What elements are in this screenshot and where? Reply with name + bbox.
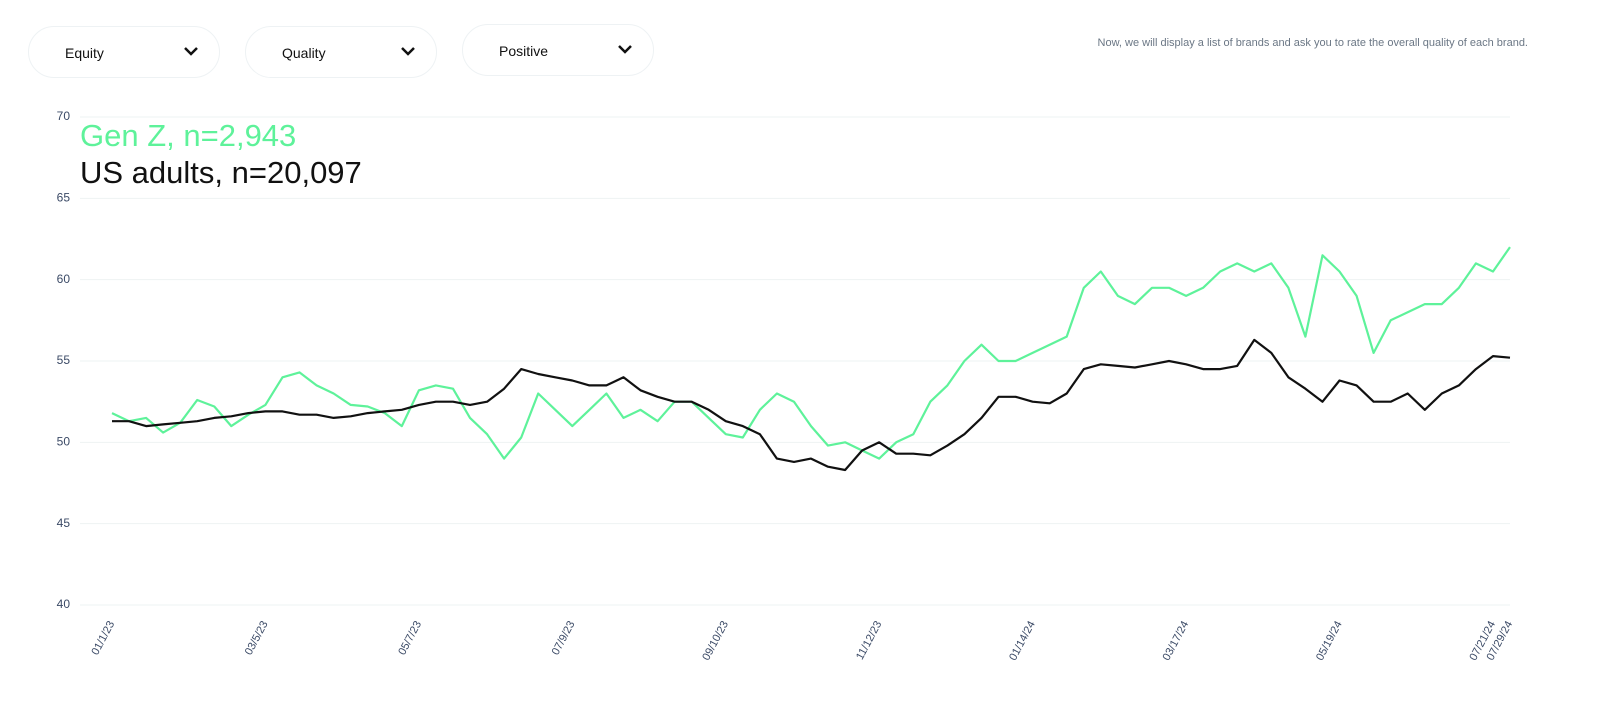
y-tick-label: 45: [57, 516, 71, 530]
line: [111, 246, 1511, 460]
y-tick-label: 50: [57, 435, 71, 449]
chevron: [401, 47, 415, 56]
x-tick-label: 07/9/23: [550, 619, 578, 657]
x-tick-label: 05/19/24: [1314, 619, 1345, 662]
dropdown-label: Positive: [499, 43, 549, 59]
x-tick-label: 01/14/24: [1007, 619, 1038, 662]
dropdown-label: Quality: [282, 45, 326, 61]
y-tick-label: 60: [57, 272, 71, 286]
x-tick-label: 11/12/23: [854, 619, 884, 662]
note: Now, we will display a list of brands an…: [1097, 37, 1528, 49]
chevron: [618, 45, 632, 54]
dropdown[interactable]: Positive: [462, 24, 654, 76]
y-tick-label: 55: [57, 353, 71, 367]
chevron: [184, 47, 198, 56]
x-tick-label: 05/7/23: [396, 619, 424, 657]
line: [112, 338, 1511, 472]
legend-entry: US adults, n=20,097: [80, 155, 362, 190]
x-tick-label: 03/5/23: [243, 619, 271, 657]
y-tick-label: 40: [57, 597, 71, 611]
legend-entry: Gen Z, n=2,943: [80, 118, 296, 153]
x-tick-label: 09/10/23: [700, 619, 731, 662]
y-tick-label: 70: [57, 109, 71, 123]
dropdown[interactable]: Equity: [28, 26, 220, 78]
y-tick-label: 65: [57, 191, 71, 205]
x-tick-label: 01/1/23: [89, 619, 117, 657]
dropdown-label: Equity: [65, 45, 104, 61]
x-tick-label: 03/17/24: [1161, 619, 1192, 662]
dropdown[interactable]: Quality: [245, 26, 437, 78]
